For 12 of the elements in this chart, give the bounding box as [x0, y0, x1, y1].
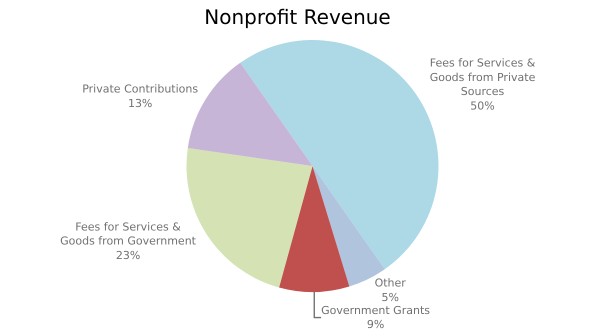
- slice-label: Fees for Services & Goods from Private Sources: [430, 56, 536, 98]
- slice-label: Government Grants: [321, 304, 430, 317]
- data-label: 23%: [116, 249, 140, 262]
- data-label: 9%: [366, 318, 384, 332]
- slice-label: Private Contributions: [82, 82, 198, 96]
- data-label: 50%: [470, 99, 495, 112]
- slice-label: Other: [374, 276, 406, 290]
- data-label: 13%: [128, 96, 152, 110]
- chart-title: Nonprofit Revenue: [204, 5, 391, 30]
- slice-label: Fees for Services & Goods from Government: [60, 220, 197, 248]
- pie-slice: [279, 166, 350, 292]
- data-label: 5%: [381, 290, 399, 304]
